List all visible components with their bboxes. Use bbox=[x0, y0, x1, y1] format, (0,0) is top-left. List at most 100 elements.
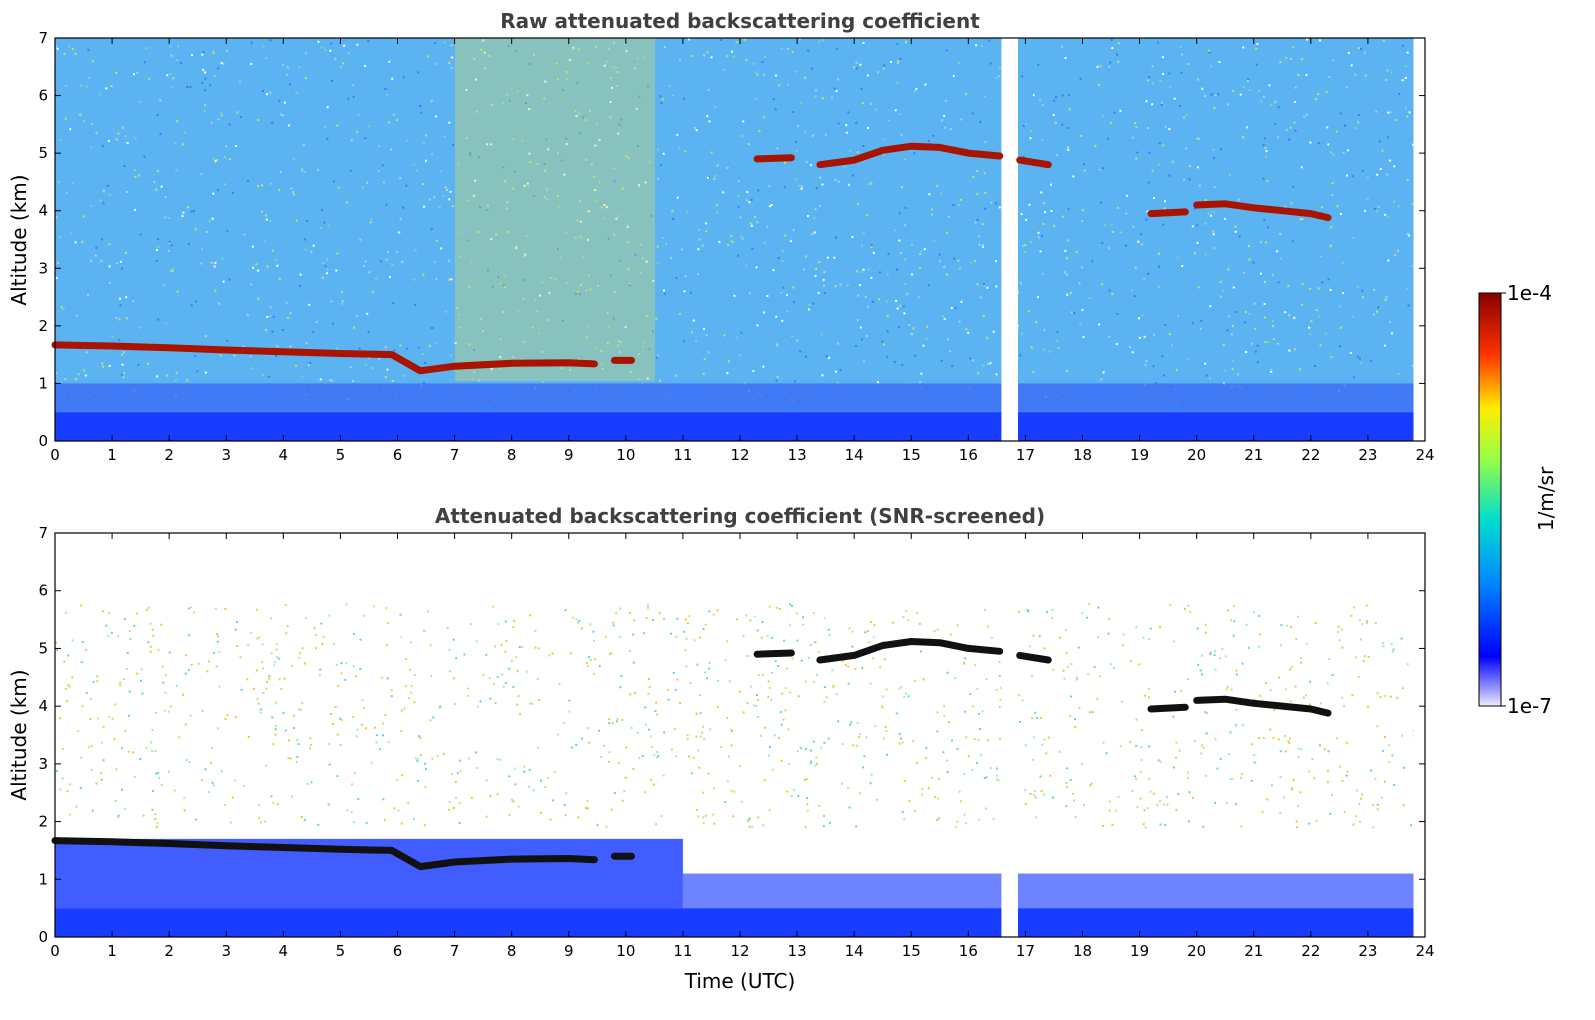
noise-speck bbox=[969, 357, 972, 360]
noise-speck bbox=[556, 78, 559, 81]
noise-speck bbox=[1222, 289, 1225, 292]
signal-speck bbox=[129, 638, 132, 641]
signal-speck bbox=[1389, 695, 1392, 698]
noise-speck bbox=[1081, 308, 1084, 311]
signal-speck bbox=[360, 723, 363, 726]
signal-speck bbox=[401, 774, 404, 777]
noise-speck bbox=[735, 41, 738, 44]
signal-speck bbox=[491, 752, 494, 755]
noise-speck bbox=[812, 302, 815, 305]
signal-speck bbox=[1129, 741, 1132, 744]
noise-speck bbox=[1101, 283, 1104, 286]
noise-speck bbox=[1387, 216, 1390, 219]
signal-speck bbox=[1313, 685, 1316, 688]
signal-speck bbox=[624, 611, 627, 614]
noise-speck bbox=[1384, 213, 1387, 216]
signal-speck bbox=[336, 733, 339, 736]
noise-speck bbox=[138, 101, 141, 104]
noise-speck bbox=[1129, 346, 1132, 349]
noise-speck bbox=[954, 306, 957, 309]
noise-speck bbox=[1405, 65, 1408, 68]
noise-speck bbox=[203, 89, 206, 92]
noise-speck bbox=[501, 102, 504, 105]
signal-speck bbox=[337, 711, 340, 714]
signal-speck bbox=[777, 665, 780, 668]
signal-speck bbox=[651, 608, 654, 611]
signal-speck bbox=[202, 753, 205, 756]
noise-speck bbox=[1137, 240, 1140, 243]
noise-speck bbox=[526, 182, 529, 185]
signal-speck bbox=[1172, 640, 1175, 643]
noise-speck bbox=[1244, 311, 1247, 314]
signal-speck bbox=[139, 679, 142, 682]
noise-speck bbox=[379, 260, 382, 263]
noise-speck bbox=[457, 231, 460, 234]
x-tick-label: 7 bbox=[450, 942, 460, 960]
noise-speck bbox=[766, 225, 769, 228]
signal-speck bbox=[231, 796, 234, 799]
noise-speck bbox=[904, 206, 907, 209]
noise-speck bbox=[1375, 310, 1378, 313]
noise-speck bbox=[1078, 282, 1081, 285]
signal-speck bbox=[1290, 626, 1293, 629]
noise-speck bbox=[594, 347, 597, 350]
signal-speck bbox=[1063, 677, 1066, 680]
noise-speck bbox=[210, 121, 213, 124]
noise-speck bbox=[917, 296, 920, 299]
signal-speck bbox=[942, 751, 945, 754]
noise-speck bbox=[847, 183, 850, 186]
noise-speck bbox=[317, 40, 320, 43]
noise-speck bbox=[804, 76, 807, 79]
signal-speck bbox=[1365, 604, 1368, 607]
signal-speck bbox=[763, 779, 766, 782]
noise-speck bbox=[212, 192, 215, 195]
noise-speck bbox=[157, 318, 160, 321]
signal-speck bbox=[587, 727, 590, 730]
noise-speck bbox=[1260, 100, 1263, 103]
signal-speck bbox=[1235, 708, 1238, 711]
noise-speck bbox=[347, 97, 350, 100]
signal-speck bbox=[1303, 674, 1306, 677]
noise-speck bbox=[1262, 144, 1265, 147]
signal-speck bbox=[1359, 638, 1362, 641]
signal-speck bbox=[299, 652, 302, 655]
signal-speck bbox=[1338, 639, 1341, 642]
signal-speck bbox=[510, 659, 513, 662]
noise-speck bbox=[165, 322, 168, 325]
noise-speck bbox=[777, 257, 780, 260]
noise-speck bbox=[1364, 74, 1367, 77]
signal-speck bbox=[1056, 612, 1059, 615]
noise-speck bbox=[967, 331, 970, 334]
noise-speck bbox=[749, 222, 752, 225]
signal-speck bbox=[999, 698, 1002, 701]
noise-speck bbox=[1079, 322, 1082, 325]
signal-speck bbox=[1030, 674, 1033, 677]
signal-speck bbox=[1187, 771, 1190, 774]
signal-speck bbox=[662, 774, 665, 777]
noise-speck bbox=[1068, 108, 1071, 111]
noise-speck bbox=[335, 347, 338, 350]
signal-speck bbox=[1299, 791, 1302, 794]
noise-speck bbox=[1064, 57, 1067, 60]
signal-speck bbox=[1136, 806, 1139, 809]
signal-speck bbox=[1180, 784, 1183, 787]
signal-speck bbox=[1350, 614, 1353, 617]
noise-speck bbox=[359, 238, 362, 241]
noise-speck bbox=[55, 44, 58, 47]
noise-speck bbox=[1238, 235, 1241, 238]
noise-speck bbox=[189, 86, 192, 89]
noise-speck bbox=[683, 290, 686, 293]
signal-speck bbox=[64, 687, 67, 690]
signal-speck bbox=[1218, 808, 1221, 811]
noise-speck bbox=[1317, 287, 1320, 290]
noise-speck bbox=[944, 126, 947, 129]
noise-speck bbox=[805, 161, 808, 164]
signal-speck bbox=[63, 660, 66, 663]
signal-speck bbox=[194, 818, 197, 821]
noise-speck bbox=[1354, 126, 1357, 129]
signal-speck bbox=[731, 730, 734, 733]
signal-speck bbox=[1273, 709, 1276, 712]
noise-speck bbox=[1260, 240, 1263, 243]
signal-speck bbox=[114, 799, 117, 802]
noise-speck bbox=[702, 372, 705, 375]
